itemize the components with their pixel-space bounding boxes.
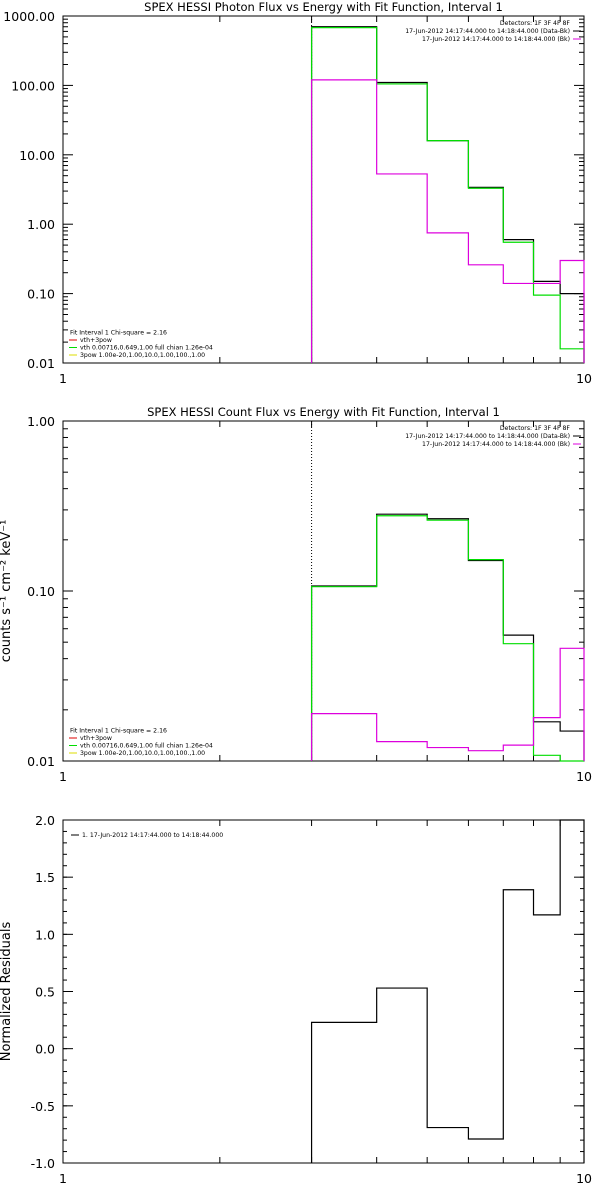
legend-text: 17-Jun-2012 14:17:44.000 to 14:18:44.000…	[405, 433, 570, 440]
y-tick-label: -1.0	[31, 1156, 55, 1171]
y-tick-label: 0.10	[27, 584, 55, 599]
axes-frame	[62, 420, 585, 762]
y-axis-label: counts s⁻¹ cm⁻² keV⁻¹	[0, 520, 14, 663]
y-tick-label: 1.00	[27, 414, 55, 429]
legend-text: vth+3pow	[80, 337, 112, 344]
series-line-2	[310, 27, 585, 363]
y-tick-label: 10.00	[19, 148, 55, 163]
y-tick-label: 100.00	[11, 78, 55, 93]
chart-title: SPEX HESSI Count Flux vs Energy with Fit…	[147, 405, 500, 419]
y-tick-label: 1.0	[35, 927, 55, 942]
x-tick-label: 1	[59, 769, 67, 784]
x-tick-label: 10	[576, 1171, 592, 1186]
series-line-3	[310, 647, 585, 761]
x-tick-label: 10	[576, 371, 592, 386]
chart-title: SPEX HESSI Photon Flux vs Energy with Fi…	[144, 0, 503, 14]
y-tick-label: 0.5	[35, 985, 55, 1000]
chart-panel-1: SPEX HESSI Photon Flux vs Energy with Fi…	[3, 0, 592, 386]
legend-text: Fit Interval 1 Chi-square = 2.16	[70, 330, 167, 337]
legend-text: Detectors: 1F 3F 4F 8F	[500, 425, 571, 432]
y-tick-label: 0.01	[27, 754, 55, 769]
chart-panel-2: SPEX HESSI Count Flux vs Energy with Fit…	[0, 405, 592, 784]
legend-text: Fit Interval 1 Chi-square = 2.16	[70, 728, 167, 735]
x-tick-label: 1	[59, 371, 67, 386]
legend-text: 1. 17-Jun-2012 14:17:44.000 to 14:18:44.…	[82, 832, 223, 839]
axes-frame	[62, 15, 585, 364]
y-tick-label: 1000.00	[3, 9, 55, 24]
series-line-1	[310, 26, 585, 363]
legend-text: 17-Jun-2012 14:17:44.000 to 14:18:44.000…	[422, 36, 570, 43]
series-line-3	[310, 79, 585, 363]
legend-text: vth 0.00716,0.649,1.00 full chian 1.26e-…	[80, 743, 213, 750]
y-tick-label: 1.00	[27, 217, 55, 232]
y-tick-label: 0.10	[27, 287, 55, 302]
x-tick-label: 10	[576, 769, 592, 784]
legend-text: 3pow 1.00e-20,1.00,10.0,1.00,100.,1.00	[80, 352, 205, 359]
series-line-1	[310, 819, 585, 1163]
legend-text: 17-Jun-2012 14:17:44.000 to 14:18:44.000…	[422, 441, 570, 448]
y-tick-label: 1.5	[35, 870, 55, 885]
legend-text: 3pow 1.00e-20,1.00,10.0,1.00,100.,1.00	[80, 750, 205, 757]
x-tick-label: 1	[59, 1171, 67, 1186]
y-tick-label: 2.0	[35, 813, 55, 828]
legend-text: vth 0.00716,0.649,1.00 full chian 1.26e-…	[80, 345, 213, 352]
y-tick-label: 0.0	[35, 1042, 55, 1057]
series-line-1	[310, 513, 585, 761]
chart-panel-3: 1 10 -1.0 -0.5 0.0 0.5 1.0 1.5 2.0 Normalized Res…	[0, 813, 592, 1186]
legend-text: Detectors: 1F 3F 4F 8F	[500, 20, 571, 27]
y-tick-label: 0.01	[27, 356, 55, 371]
legend-text: vth+3pow	[80, 735, 112, 742]
legend-text: 17-Jun-2012 14:17:44.000 to 14:18:44.000…	[405, 28, 570, 35]
y-tick-label: -0.5	[31, 1099, 55, 1114]
series-line-2	[310, 515, 584, 762]
axes-frame	[62, 819, 585, 1164]
y-axis-label: Normalized Residuals	[0, 922, 14, 1062]
